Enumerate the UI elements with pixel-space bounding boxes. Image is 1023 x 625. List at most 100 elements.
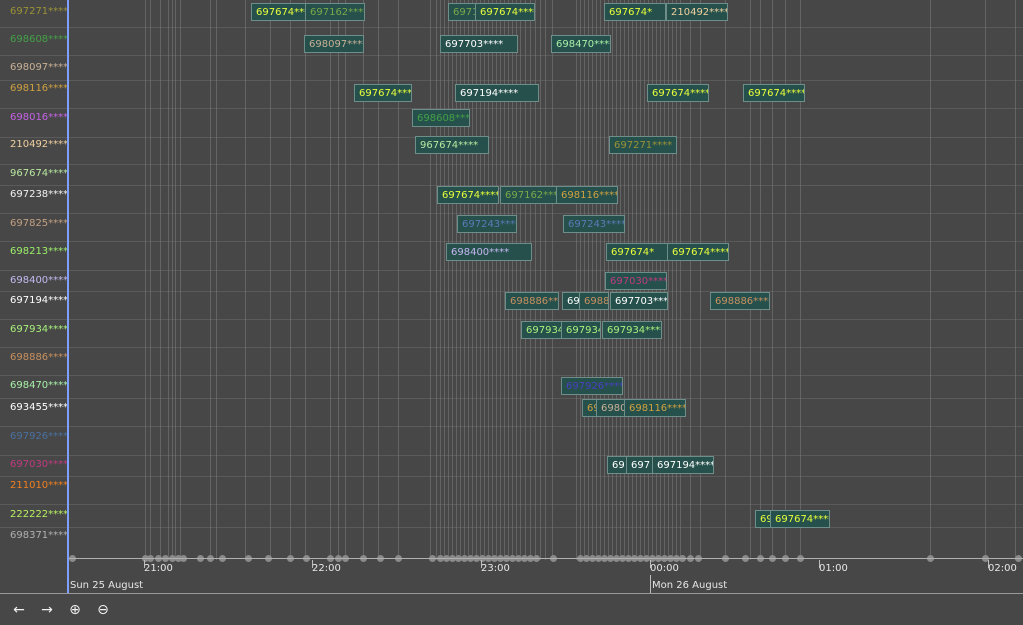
- grid-line: [330, 0, 331, 560]
- event-chip[interactable]: 69: [582, 399, 597, 417]
- time-tick-label: 01:00: [819, 563, 848, 574]
- event-chip[interactable]: 697243****: [457, 215, 517, 233]
- event-chip[interactable]: 697703****: [610, 292, 668, 310]
- event-chip[interactable]: 698116****: [624, 399, 686, 417]
- grid-line: [492, 0, 493, 560]
- event-chip[interactable]: 6971: [448, 3, 478, 21]
- grid-line: [345, 0, 346, 560]
- lane-separator: [0, 164, 1023, 165]
- lane-label: 698016****: [10, 112, 69, 123]
- lane-label: 210492****: [10, 139, 69, 150]
- event-chip[interactable]: 6980: [596, 399, 626, 417]
- grid-line: [525, 0, 526, 560]
- lane-label: 698608****: [10, 34, 69, 45]
- grid-line: [760, 0, 761, 560]
- event-chip[interactable]: 698097****: [304, 35, 364, 53]
- lane-label: 698213****: [10, 246, 69, 257]
- event-chip[interactable]: 697674****: [667, 243, 729, 261]
- grid-line: [363, 0, 364, 560]
- event-chip[interactable]: 697674****: [437, 186, 499, 204]
- grid-line: [378, 0, 379, 560]
- event-chip[interactable]: 697674****: [354, 84, 412, 102]
- next-arrow-icon[interactable]: →: [41, 602, 53, 618]
- event-chip[interactable]: 698886****: [710, 292, 770, 310]
- lane-label: 698400****: [10, 275, 69, 286]
- lane-separator: [0, 291, 1023, 292]
- event-chip[interactable]: 697674****: [770, 510, 830, 528]
- grid-line: [800, 0, 801, 560]
- lane-separator: [0, 455, 1023, 456]
- event-chip[interactable]: 69: [755, 510, 771, 528]
- event-chip[interactable]: 697926****: [561, 377, 623, 395]
- grid-line: [592, 0, 593, 560]
- grid-line: [480, 0, 481, 560]
- lane-label: 697238****: [10, 189, 69, 200]
- grid-line: [1015, 0, 1016, 560]
- event-chip[interactable]: 210492****: [666, 3, 728, 21]
- axis-tick: [988, 560, 989, 568]
- grid-line: [460, 0, 461, 560]
- grid-line: [484, 0, 485, 560]
- date-label: Sun 25 August: [70, 580, 144, 591]
- grid-line: [540, 0, 541, 560]
- event-chip[interactable]: 698470****: [551, 35, 611, 53]
- event-chip[interactable]: 697674****: [647, 84, 709, 102]
- grid-line: [160, 0, 161, 560]
- event-chip[interactable]: 697674****: [475, 3, 535, 21]
- event-chip[interactable]: 697703****: [440, 35, 518, 53]
- grid-line: [472, 0, 473, 560]
- lane-label: 967674****: [10, 168, 69, 179]
- event-chip[interactable]: 698886: [579, 292, 609, 310]
- event-chip[interactable]: 697271****: [609, 136, 677, 154]
- event-chip[interactable]: 697674*: [606, 243, 668, 261]
- event-chip[interactable]: 697243****: [563, 215, 625, 233]
- lane-separator: [0, 504, 1023, 505]
- event-chip[interactable]: 697162****: [500, 186, 560, 204]
- event-chip[interactable]: 69: [607, 456, 627, 474]
- grid-line: [676, 0, 677, 560]
- zoom-out-icon[interactable]: ⊖: [97, 602, 109, 618]
- grid-line: [588, 0, 589, 560]
- grid-line: [448, 0, 449, 560]
- event-chip[interactable]: 697934****: [602, 321, 662, 339]
- lane-label: 698097****: [10, 62, 69, 73]
- axis-tick: [819, 560, 820, 568]
- zoom-in-icon[interactable]: ⊕: [69, 602, 81, 618]
- event-chip[interactable]: 698116****: [556, 186, 618, 204]
- grid-line: [452, 0, 453, 560]
- event-chip[interactable]: 697194****: [652, 456, 714, 474]
- grid-line: [270, 0, 271, 560]
- lane-separator: [0, 398, 1023, 399]
- lane-label: 697030****: [10, 459, 69, 470]
- grid-line: [516, 0, 517, 560]
- grid-line: [700, 0, 701, 560]
- lane-separator: [0, 27, 1023, 28]
- date-tick: [650, 575, 651, 593]
- event-chip[interactable]: 697674****: [743, 84, 805, 102]
- grid-line: [725, 0, 726, 560]
- event-chip[interactable]: 698886**: [505, 292, 559, 310]
- event-chip[interactable]: 697030****: [605, 272, 667, 290]
- time-tick-label: 22:00: [312, 563, 341, 574]
- date-label: Mon 26 August: [652, 580, 728, 591]
- grid-line: [552, 0, 553, 560]
- grid-line: [172, 0, 173, 560]
- grid-line: [468, 0, 469, 560]
- event-chip[interactable]: 697934: [561, 321, 601, 339]
- event-chip[interactable]: 697674****: [251, 3, 307, 21]
- event-chip[interactable]: 698608****: [412, 109, 470, 127]
- prev-arrow-icon[interactable]: ←: [13, 602, 25, 618]
- event-chip[interactable]: 697674*: [604, 3, 666, 21]
- lane-separator: [0, 80, 1023, 81]
- lane-separator: [0, 270, 1023, 271]
- grid-line: [398, 0, 399, 560]
- grid-line: [216, 0, 217, 560]
- event-chip[interactable]: 697194****: [455, 84, 539, 102]
- event-chip[interactable]: 697162****: [305, 3, 365, 21]
- event-chip[interactable]: 967674****: [415, 136, 489, 154]
- event-chip[interactable]: 698400****: [446, 243, 532, 261]
- grid-line: [168, 0, 169, 560]
- event-chip[interactable]: 697934: [521, 321, 563, 339]
- event-chip[interactable]: 697: [626, 456, 654, 474]
